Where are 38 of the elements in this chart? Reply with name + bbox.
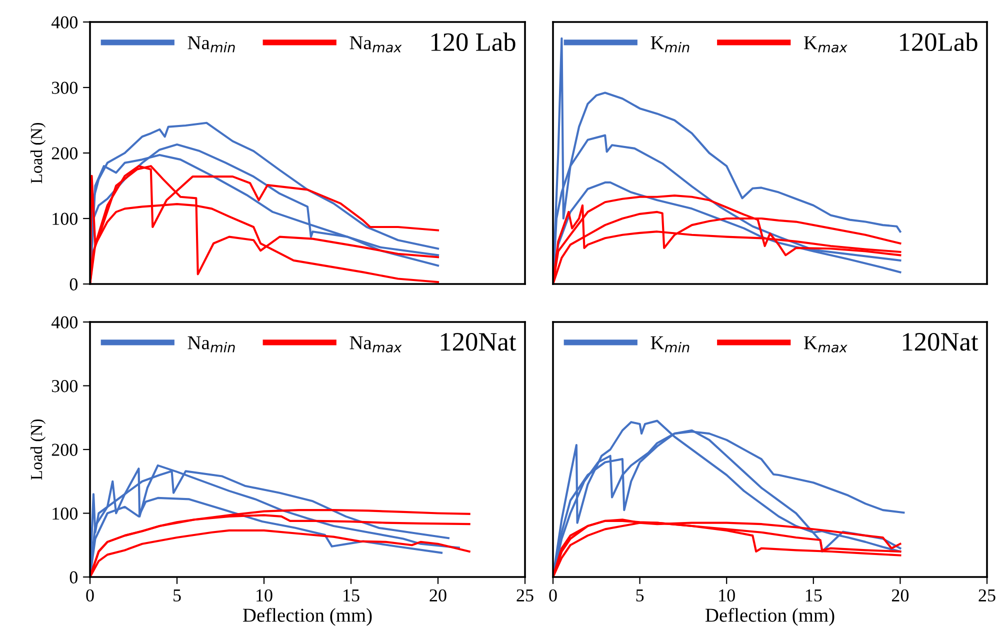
- x-tick-label: 25: [978, 589, 996, 602]
- y-tick-label: 400: [51, 316, 78, 328]
- x-tick-label: 5: [174, 590, 181, 602]
- legend-label: Na$_{min}$: [188, 36, 235, 52]
- x-tick-label: 0: [86, 589, 94, 602]
- x-tick-label: 5: [636, 590, 644, 602]
- y-tick-label: 200: [52, 147, 78, 160]
- x-tick-label: 25: [516, 589, 534, 602]
- annotation: 120Nat: [902, 332, 978, 351]
- x-axis-title: Deflection (mm): [706, 608, 834, 626]
- y-tick-label: 0: [70, 278, 78, 290]
- annotation: 120 Lab: [431, 32, 516, 52]
- legend-label: K$_{max}$: [804, 36, 848, 53]
- x-axis-title: Deflection (mm): [243, 608, 372, 626]
- x-tick-label: 15: [806, 589, 822, 602]
- legend-label: K$_{max}$: [804, 336, 848, 353]
- y-tick-label: 100: [52, 212, 78, 225]
- legend-label: K$_{min}$: [650, 36, 690, 52]
- annotation: 120Nat: [440, 332, 516, 351]
- y-axis-title: Load (N): [30, 122, 46, 184]
- y-axis-title: Load (N): [30, 419, 46, 480]
- annotation: 120Lab: [900, 32, 978, 52]
- y-tick-label: 100: [52, 508, 78, 520]
- y-tick-label: 400: [51, 16, 78, 28]
- legend-label: Na$_{max}$: [350, 336, 402, 353]
- legend-label: Na$_{max}$: [350, 36, 402, 53]
- legend-label: K$_{min}$: [650, 336, 690, 352]
- y-tick-label: 200: [52, 444, 78, 456]
- x-tick-label: 15: [344, 589, 360, 602]
- x-tick-label: 20: [892, 589, 909, 602]
- x-tick-label: 10: [256, 589, 272, 602]
- x-tick-label: 0: [549, 589, 557, 602]
- legend-label: Na$_{min}$: [188, 336, 235, 352]
- x-tick-label: 20: [430, 589, 446, 602]
- y-tick-label: 0: [70, 571, 78, 584]
- y-tick-label: 300: [52, 82, 78, 94]
- y-tick-label: 300: [52, 380, 78, 392]
- x-tick-label: 10: [719, 589, 735, 602]
